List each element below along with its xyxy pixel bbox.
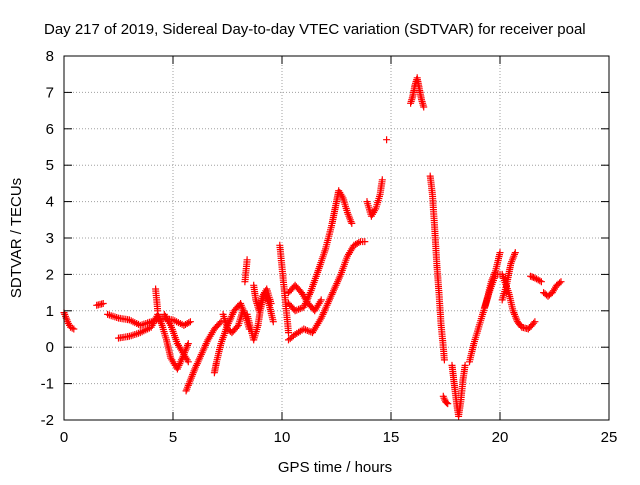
data-point [300,325,308,333]
data-point [184,340,192,348]
x-tick-label: 0 [60,429,68,446]
data-point [185,319,193,327]
y-tick-label: 1 [46,303,54,320]
x-tick-label: 5 [169,429,177,446]
y-tick-label: 5 [46,157,54,174]
data-point [355,239,363,246]
data-point [243,256,251,264]
data-point [267,300,275,307]
data-point [440,356,448,364]
data-point [496,249,504,257]
data-point [70,325,78,333]
data-point [295,305,303,313]
data-point [383,136,391,144]
y-axis-label: SDTVAR / TECUs [8,178,25,298]
data-point [557,278,565,286]
x-tick-label: 15 [383,429,400,446]
data-point [531,318,539,326]
y-tick-label: 6 [46,121,54,138]
y-tick-label: -1 [41,376,54,393]
data-point [186,318,194,326]
data-point [461,361,469,369]
data-point [537,278,545,286]
data-point [184,358,192,366]
chart-title: Day 217 of 2019, Sidereal Day-to-day VTE… [44,21,586,38]
y-tick-label: 4 [46,194,54,211]
data-point [361,238,369,246]
data-point [217,318,225,326]
data-point [348,219,356,227]
data-point [239,307,247,315]
y-tick-label: 7 [46,84,54,101]
y-tick-label: 8 [46,48,54,65]
x-tick-label: 20 [492,429,509,446]
x-tick-label: 25 [601,429,618,446]
data-point [216,319,224,327]
y-tick-label: 3 [46,230,54,247]
data-point [536,277,544,285]
data-point [511,249,519,257]
data-point [269,318,277,326]
y-tick-label: 2 [46,266,54,283]
data-point [420,103,428,111]
data-point [317,296,325,304]
data-point [444,400,452,408]
data-point [556,279,564,287]
data-point [291,307,299,315]
data-point [68,324,76,332]
data-point [530,319,538,327]
axis-ticks: 0 5 10 15 20 25 -2 -1 0 1 2 3 4 5 6 7 8 [41,48,618,446]
data-point [154,307,162,315]
y-tick-label: 0 [46,339,54,356]
data-point [285,329,292,337]
y-tick-label: -2 [41,412,54,429]
data-point [378,176,386,184]
x-tick-label: 10 [274,429,291,446]
data-point [443,399,451,407]
data-point [303,327,311,334]
data-point [99,300,107,307]
x-axis-label: GPS time / hours [278,459,392,476]
data-points [60,74,565,420]
